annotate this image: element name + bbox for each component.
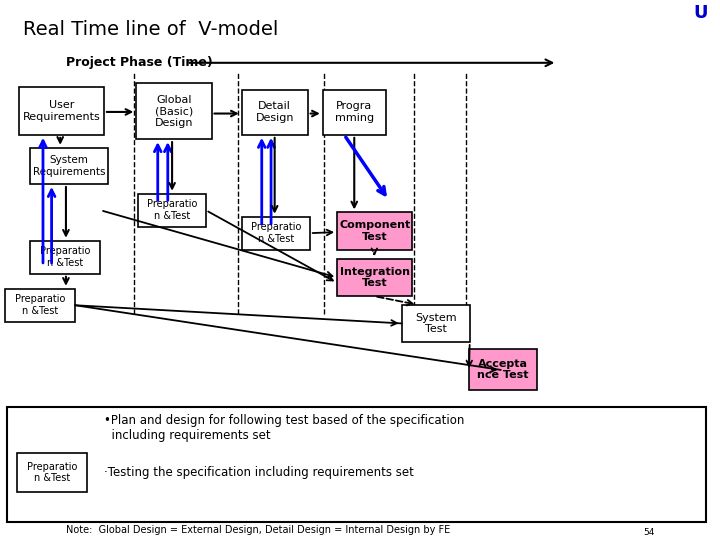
Text: Note:  Global Design = External Design, Detail Design = Internal Design by FE: Note: Global Design = External Design, D… — [66, 525, 450, 535]
Text: System
Test: System Test — [415, 313, 456, 334]
FancyBboxPatch shape — [337, 259, 413, 296]
Text: Detail
Design: Detail Design — [256, 102, 294, 123]
Text: Real Time line of  V-model: Real Time line of V-model — [23, 20, 279, 39]
Text: Integration
Test: Integration Test — [340, 267, 410, 288]
FancyBboxPatch shape — [30, 241, 100, 274]
FancyBboxPatch shape — [337, 212, 413, 249]
Text: U: U — [693, 4, 708, 22]
Text: Component
Test: Component Test — [339, 220, 410, 242]
Text: Preparatio
n &Test: Preparatio n &Test — [15, 294, 66, 316]
Text: Preparatio
n &Test: Preparatio n &Test — [40, 246, 91, 268]
Text: Accepta
nce Test: Accepta nce Test — [477, 359, 528, 380]
Text: Preparatio
n &Test: Preparatio n &Test — [147, 199, 197, 221]
Text: 54: 54 — [643, 528, 654, 537]
Text: Progra
mming: Progra mming — [335, 102, 374, 123]
Text: •Plan and design for following test based of the specification
  including requi: •Plan and design for following test base… — [104, 414, 464, 442]
Text: Project Phase (Time): Project Phase (Time) — [66, 56, 212, 69]
FancyBboxPatch shape — [17, 453, 87, 491]
Text: Global
(Basic)
Design: Global (Basic) Design — [155, 94, 193, 128]
FancyBboxPatch shape — [19, 87, 104, 135]
FancyBboxPatch shape — [138, 194, 206, 227]
FancyBboxPatch shape — [136, 83, 212, 139]
FancyBboxPatch shape — [242, 217, 310, 249]
Text: ·Testing the specification including requirements set: ·Testing the specification including req… — [104, 466, 414, 479]
Text: System
Requirements: System Requirements — [32, 155, 105, 177]
FancyBboxPatch shape — [30, 148, 107, 184]
FancyBboxPatch shape — [323, 90, 386, 135]
Text: Preparatio
n &Test: Preparatio n &Test — [251, 222, 301, 244]
FancyBboxPatch shape — [7, 407, 706, 522]
Text: User
Requirements: User Requirements — [23, 100, 101, 122]
FancyBboxPatch shape — [402, 305, 469, 342]
Text: Preparatio
n &Test: Preparatio n &Test — [27, 462, 78, 483]
FancyBboxPatch shape — [5, 289, 76, 322]
FancyBboxPatch shape — [242, 90, 307, 135]
FancyBboxPatch shape — [469, 348, 537, 390]
